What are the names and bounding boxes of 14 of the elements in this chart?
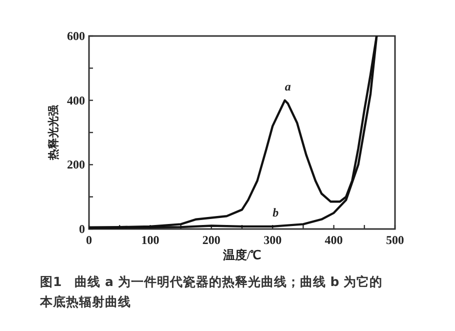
y-axis-title: 热释光光强 bbox=[47, 104, 60, 161]
x-tick-label: 400 bbox=[324, 233, 343, 247]
y-tick-label: 600 bbox=[67, 29, 85, 43]
y-tick-label: 0 bbox=[79, 222, 85, 236]
x-tick-label: 100 bbox=[141, 233, 160, 247]
x-tick-label: 200 bbox=[202, 233, 220, 247]
y-tick-label: 200 bbox=[67, 158, 85, 172]
caption: 图1 曲线 a 为一件明代瓷器的热释光曲线；曲线 b 为它的本底热辐射曲线 bbox=[40, 273, 384, 311]
y-tick-label: 400 bbox=[67, 93, 85, 108]
x-axis-title: 温度/℃ bbox=[222, 248, 262, 262]
x-tick-label: 500 bbox=[386, 233, 404, 247]
annotation: a bbox=[284, 79, 291, 94]
x-tick-label: 300 bbox=[264, 233, 282, 247]
annotation: b bbox=[272, 205, 279, 220]
